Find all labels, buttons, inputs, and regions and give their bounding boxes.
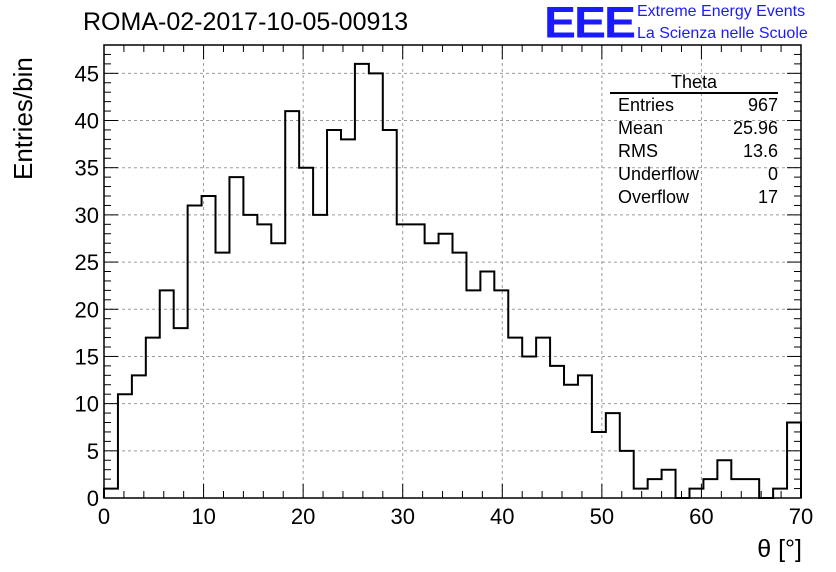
eee-logo: EEE bbox=[544, 0, 636, 48]
stats-label: Entries bbox=[618, 95, 675, 115]
histogram-bin bbox=[160, 290, 174, 498]
histogram-bin bbox=[118, 394, 132, 498]
stats-value: 17 bbox=[757, 187, 778, 207]
y-tick-label: 10 bbox=[75, 392, 99, 417]
histogram-bin bbox=[257, 224, 271, 498]
histogram-bin bbox=[216, 253, 230, 498]
histogram-bin bbox=[662, 470, 676, 498]
x-tick-label: 40 bbox=[490, 504, 514, 529]
y-tick-label: 40 bbox=[75, 109, 99, 134]
histogram-bin bbox=[536, 338, 550, 498]
stats-value: 0 bbox=[767, 164, 778, 184]
histogram-bin bbox=[243, 215, 257, 498]
y-tick-label: 0 bbox=[87, 486, 99, 511]
x-tick-label: 70 bbox=[789, 504, 813, 529]
histogram-bin bbox=[397, 224, 411, 498]
histogram-bin bbox=[439, 234, 453, 498]
histogram-bin bbox=[773, 489, 787, 498]
histogram-bin bbox=[313, 215, 327, 498]
stats-row: Overflow 17 bbox=[610, 186, 778, 209]
stats-row: Entries 967 bbox=[610, 94, 778, 117]
x-tick-label: 0 bbox=[98, 504, 110, 529]
stats-row: RMS 13.6 bbox=[610, 140, 778, 163]
histogram-bin bbox=[174, 328, 188, 498]
y-tick-label: 5 bbox=[87, 439, 99, 464]
histogram-bin bbox=[703, 479, 717, 498]
histogram-bin bbox=[731, 479, 745, 498]
histogram-bin bbox=[634, 489, 648, 498]
histogram-bin bbox=[494, 290, 508, 498]
histogram-bin bbox=[271, 243, 285, 498]
x-tick-label: 50 bbox=[590, 504, 614, 529]
x-tick-label: 20 bbox=[291, 504, 315, 529]
histogram-bin bbox=[202, 196, 216, 498]
y-tick-label: 45 bbox=[75, 61, 99, 86]
stats-value: 13.6 bbox=[742, 141, 778, 161]
histogram-bin bbox=[550, 366, 564, 498]
histogram-bin bbox=[592, 432, 606, 498]
histogram-bin bbox=[327, 130, 341, 498]
histogram-bin bbox=[425, 243, 439, 498]
stats-label: RMS bbox=[618, 141, 658, 161]
histogram-bin bbox=[578, 375, 592, 498]
logo-line-2: La Scienza nelle Scuole bbox=[637, 25, 808, 42]
x-axis-label: θ [°] bbox=[757, 535, 802, 563]
histogram-bin bbox=[383, 130, 397, 498]
histogram-bin bbox=[104, 489, 118, 498]
histogram-bin bbox=[453, 253, 467, 498]
x-tick-label: 30 bbox=[390, 504, 414, 529]
logo-line-1: Extreme Energy Events bbox=[637, 3, 806, 20]
stats-label: Overflow bbox=[618, 187, 690, 207]
stats-row: Mean 25.96 bbox=[610, 117, 778, 140]
histogram-bin bbox=[355, 64, 369, 498]
histogram-bin bbox=[341, 139, 355, 498]
histogram-bin bbox=[620, 451, 634, 498]
histogram-bin bbox=[229, 177, 243, 498]
y-tick-label: 30 bbox=[75, 203, 99, 228]
stats-label: Underflow bbox=[618, 164, 700, 184]
stats-value: 967 bbox=[747, 95, 778, 115]
histogram-bin bbox=[564, 385, 578, 498]
histogram-bin bbox=[480, 272, 494, 499]
chart-title: ROMA-02-2017-10-05-00913 bbox=[83, 8, 409, 36]
stats-box: Theta Entries 967 Mean 25.96 RMS 13.6 Un… bbox=[610, 72, 778, 209]
histogram-bin bbox=[522, 356, 536, 498]
stats-label: Mean bbox=[618, 118, 664, 138]
histogram-bin bbox=[606, 413, 620, 498]
y-axis-label: Entries/bin bbox=[8, 57, 38, 180]
y-tick-label: 20 bbox=[75, 297, 99, 322]
histogram-bin bbox=[132, 375, 146, 498]
histogram-bin bbox=[411, 224, 425, 498]
histogram-bin bbox=[369, 73, 383, 498]
histogram-bin bbox=[146, 338, 160, 498]
x-tick-label: 10 bbox=[191, 504, 215, 529]
histogram-bin bbox=[299, 168, 313, 498]
y-tick-label: 15 bbox=[75, 344, 99, 369]
histogram-bin bbox=[285, 111, 299, 498]
histogram-bin bbox=[745, 479, 759, 498]
y-tick-label: 25 bbox=[75, 250, 99, 275]
y-tick-label: 35 bbox=[75, 156, 99, 181]
histogram-bin bbox=[466, 290, 480, 498]
histogram-bin bbox=[648, 479, 662, 498]
x-tick-label: 60 bbox=[689, 504, 713, 529]
stats-row: Underflow 0 bbox=[610, 163, 778, 186]
stats-value: 25.96 bbox=[732, 118, 778, 138]
histogram-bin bbox=[188, 205, 202, 498]
histogram-bin bbox=[508, 338, 522, 498]
histogram-bin bbox=[717, 460, 731, 498]
stats-title: Theta bbox=[610, 72, 778, 94]
